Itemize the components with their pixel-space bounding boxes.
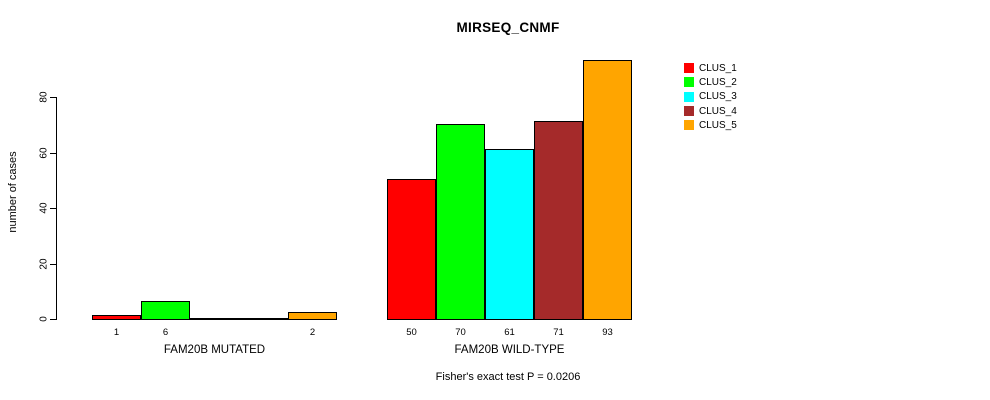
- bar-value-label: 70: [455, 327, 466, 338]
- bar-clus-1: [387, 179, 436, 320]
- y-axis-tick: [50, 319, 56, 320]
- bar-clus-4: [239, 318, 288, 320]
- bar-value-label: 1: [113, 327, 120, 338]
- bar-clus-5: [583, 60, 632, 320]
- bar-clus-4: [534, 121, 583, 320]
- legend-swatch: [684, 77, 694, 88]
- bar-clus-3: [190, 318, 239, 320]
- legend-swatch: [684, 91, 694, 102]
- group-label: FAM20B WILD-TYPE: [454, 344, 565, 356]
- legend-item: CLUS_5: [684, 118, 737, 132]
- bar-clus-5: [288, 312, 337, 320]
- legend-label: CLUS_4: [699, 105, 737, 117]
- bar-clus-3: [485, 149, 534, 320]
- y-axis-tick-label: 80: [38, 91, 50, 103]
- legend: CLUS_1 CLUS_2 CLUS_3 CLUS_4 CLUS_5: [684, 61, 737, 132]
- y-axis-tick-label: 40: [38, 202, 50, 214]
- legend-item: CLUS_4: [684, 104, 737, 118]
- legend-label: CLUS_3: [699, 91, 737, 103]
- group-label: FAM20B MUTATED: [163, 344, 266, 356]
- legend-swatch: [684, 120, 694, 131]
- y-axis-tick-label: 0: [38, 316, 50, 322]
- legend-swatch: [684, 63, 694, 74]
- y-axis-tick-label: 60: [38, 146, 50, 159]
- y-axis-line: [56, 97, 57, 320]
- legend-label: CLUS_2: [699, 76, 737, 88]
- legend-item: CLUS_3: [684, 90, 737, 104]
- bar-value-label: 50: [406, 327, 417, 338]
- bar-value-label: 71: [553, 327, 564, 338]
- bar-clus-1: [92, 315, 141, 320]
- bar-value-label: 6: [162, 327, 169, 338]
- bar-clus-2: [141, 301, 190, 320]
- legend-item: CLUS_2: [684, 75, 737, 89]
- y-axis-tick-label: 20: [38, 257, 50, 270]
- bar-value-label: 93: [602, 327, 613, 338]
- y-axis-tick: [50, 208, 56, 209]
- y-axis-tick: [50, 97, 56, 98]
- y-axis-tick: [50, 152, 56, 154]
- chart-title: MIRSEQ_CNMF: [456, 20, 560, 35]
- bar-value-label: 61: [504, 327, 515, 338]
- legend-item: CLUS_1: [684, 61, 737, 75]
- y-axis-tick: [50, 263, 56, 265]
- y-axis-label: number of cases: [7, 151, 19, 233]
- legend-label: CLUS_5: [699, 119, 737, 131]
- legend-swatch: [684, 106, 694, 117]
- annotation-fisher-test: Fisher's exact test P = 0.0206: [435, 371, 581, 383]
- bar-clus-2: [436, 124, 485, 320]
- legend-label: CLUS_1: [699, 62, 737, 74]
- bar-value-label: 2: [309, 327, 316, 338]
